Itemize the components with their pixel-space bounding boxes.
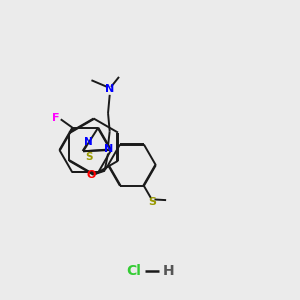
- Text: S: S: [148, 197, 156, 207]
- Text: N: N: [104, 144, 113, 154]
- Text: Cl: Cl: [126, 264, 141, 278]
- Text: S: S: [85, 152, 93, 162]
- Text: N: N: [105, 84, 114, 94]
- Text: F: F: [52, 112, 60, 123]
- Text: H: H: [162, 264, 174, 278]
- Text: N: N: [85, 136, 93, 147]
- Text: O: O: [86, 170, 95, 180]
